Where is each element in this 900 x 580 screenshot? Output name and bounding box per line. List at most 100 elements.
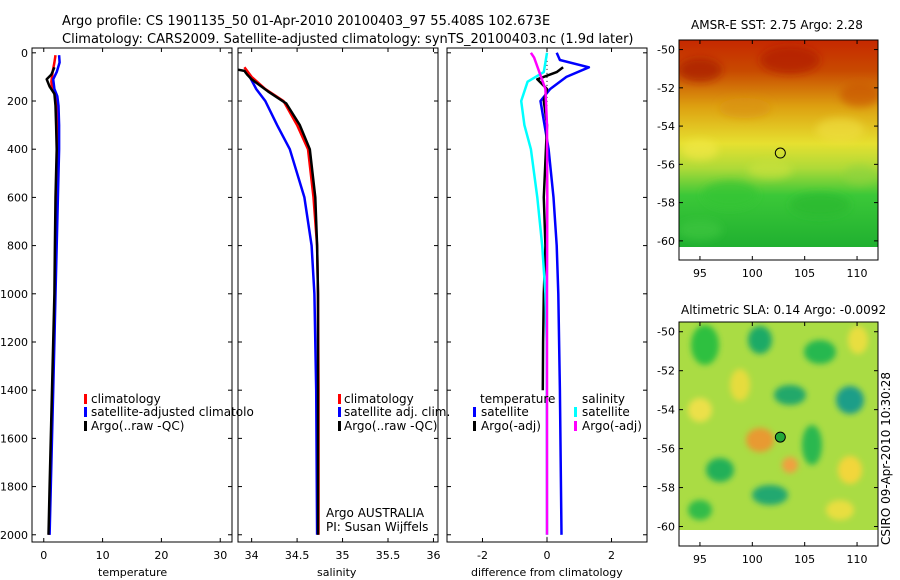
lon-tick-label: 110 — [847, 267, 868, 280]
legend-swatch-argo — [84, 421, 87, 431]
sla-map-title: Altimetric SLA: 0.14 Argo: -0.0092 — [681, 303, 886, 317]
x-tick-label: 10 — [96, 549, 110, 562]
lat-tick-label: -56 — [657, 158, 675, 171]
salinity-xlabel: salinity — [317, 566, 357, 579]
temperature-lines — [45, 55, 61, 535]
x-tick-label: 0 — [40, 549, 47, 562]
x-tick-label: 2 — [608, 549, 615, 562]
credit-text: CSIRO 09-Apr-2010 10:30:28 — [879, 372, 893, 545]
sla-y-axis: -50 -52 -54 -56 -58 -60 — [657, 326, 878, 534]
lon-tick-label: 95 — [693, 267, 707, 280]
legend-label-temp-satellite: satellite — [481, 405, 529, 419]
temperature-xlabel: temperature — [98, 566, 167, 579]
sst-map-title: AMSR-E SST: 2.75 Argo: 2.28 — [691, 18, 863, 32]
lat-tick-label: -56 — [657, 443, 675, 456]
y-tick-label: 400 — [7, 143, 28, 156]
lat-tick-label: -50 — [657, 326, 675, 339]
y-tick-label: 200 — [7, 95, 28, 108]
legend-label-argo: Argo(..raw -QC) — [91, 419, 184, 433]
legend-swatch-climatology — [338, 394, 341, 404]
temperature-x-axis: 0 10 20 30 — [40, 48, 227, 562]
legend-heading-salinity: salinity — [582, 392, 625, 406]
difference-panel: -2 0 2 difference from climatology tempera… — [446, 47, 648, 579]
y-tick-label: 800 — [7, 240, 28, 253]
sst-map-panel: AMSR-E SST: 2.75 Argo: 2.28 -50 -52 -54 -56… — [657, 18, 879, 280]
y-tick-label: 1400 — [0, 384, 28, 397]
lon-tick-label: 100 — [742, 553, 763, 566]
y-tick-label: 1800 — [0, 481, 28, 494]
lat-tick-label: -50 — [657, 44, 675, 57]
lat-tick-label: -52 — [657, 365, 675, 378]
legend-mask — [449, 394, 545, 406]
x-tick-label: -2 — [477, 549, 488, 562]
lat-tick-label: -60 — [657, 235, 675, 248]
series-line-climatology — [243, 66, 320, 535]
lat-tick-label: -58 — [657, 197, 675, 210]
series-line-satellite-adj-clim- — [248, 76, 319, 535]
legend-swatch-climatology — [84, 394, 87, 404]
y-tick-label: 2000 — [0, 529, 28, 542]
lon-tick-label: 105 — [794, 553, 815, 566]
sla-x-axis: 95 100 105 110 — [693, 322, 868, 566]
sst-heatmap — [679, 40, 878, 247]
temperature-y-axis: 0 200 400 600 800 1000 1200 1400 1600 1800 2000 — [0, 47, 232, 542]
series-line-argo-raw-qc- — [45, 66, 58, 535]
sst-x-axis: 95 100 105 110 — [693, 40, 868, 280]
sla-heatmap — [679, 322, 878, 530]
difference-legend: temperature salinity satellite Argo(-adj… — [449, 392, 642, 433]
y-tick-label: 1600 — [0, 432, 28, 445]
lat-tick-label: -54 — [657, 404, 675, 417]
legend-heading-temperature: temperature — [480, 392, 555, 406]
temperature-legend: climatology satellite-adjusted climatolo… — [84, 392, 254, 433]
lat-tick-label: -58 — [657, 482, 675, 495]
legend-label-satellite: satellite-adjusted climatolo — [91, 405, 254, 419]
difference-y-axis — [447, 52, 647, 536]
argo-location-marker — [774, 431, 786, 443]
legend-label-satellite: satellite adj. clim. — [344, 405, 450, 419]
annotation-pi: PI: Susan Wijffels — [326, 520, 428, 534]
x-tick-label: 30 — [213, 549, 227, 562]
legend-swatch-sal-satellite — [574, 407, 577, 417]
x-tick-label: 20 — [154, 549, 168, 562]
sla-map-panel: Altimetric SLA: 0.14 Argo: -0.0092 — [657, 303, 886, 566]
difference-xlabel: difference from climatology — [471, 566, 623, 579]
annotation-argo-australia: Argo AUSTRALIA — [326, 506, 425, 520]
legend-label-argo: Argo(..raw -QC) — [344, 419, 437, 433]
salinity-y-axis — [238, 52, 438, 536]
sst-y-axis: -50 -52 -54 -56 -58 -60 — [657, 44, 878, 248]
legend-swatch-satellite — [338, 407, 341, 417]
y-tick-label: 600 — [7, 191, 28, 204]
legend-swatch-temp-argo — [473, 421, 476, 431]
legend-swatch-argo — [338, 421, 341, 431]
salinity-legend: climatology satellite adj. clim. Argo(..… — [338, 392, 450, 433]
x-tick-label: 34.5 — [285, 549, 310, 562]
sla-axes-box — [678, 321, 879, 547]
y-tick-label: 1200 — [0, 336, 28, 349]
lon-tick-label: 100 — [742, 267, 763, 280]
temperature-panel: 0 200 400 600 800 1000 1200 1400 1600 1800 2000 0 1… — [0, 47, 254, 579]
legend-swatch-satellite — [84, 407, 87, 417]
lon-tick-label: 110 — [847, 553, 868, 566]
figure-title-line1: Argo profile: CS 1901135_50 01-Apr-2010 … — [62, 14, 550, 29]
lat-tick-label: -54 — [657, 120, 675, 133]
difference-lines — [519, 52, 591, 535]
salinity-axes-box — [237, 47, 439, 543]
temperature-axes-box — [31, 47, 233, 543]
legend-swatch-temp-satellite — [473, 407, 476, 417]
x-tick-label: 36 — [426, 549, 440, 562]
salinity-panel: 34 34.5 35 35.5 36 salinity climatology sate… — [237, 47, 450, 579]
lat-tick-label: -52 — [657, 82, 675, 95]
lon-tick-label: 105 — [794, 267, 815, 280]
legend-label-climatology: climatology — [91, 392, 161, 406]
y-tick-label: 1000 — [0, 288, 28, 301]
x-tick-label: 34 — [245, 549, 259, 562]
x-tick-label: 35 — [336, 549, 350, 562]
series-line-salinity-argo-adj- — [529, 52, 549, 535]
sst-texture — [679, 46, 878, 240]
argo-location-marker — [774, 147, 786, 159]
legend-label-climatology: climatology — [344, 392, 414, 406]
legend-swatch-sal-argo — [574, 421, 577, 431]
legend-label-temp-argo: Argo(-adj) — [481, 419, 541, 433]
sla-texture — [688, 325, 868, 520]
